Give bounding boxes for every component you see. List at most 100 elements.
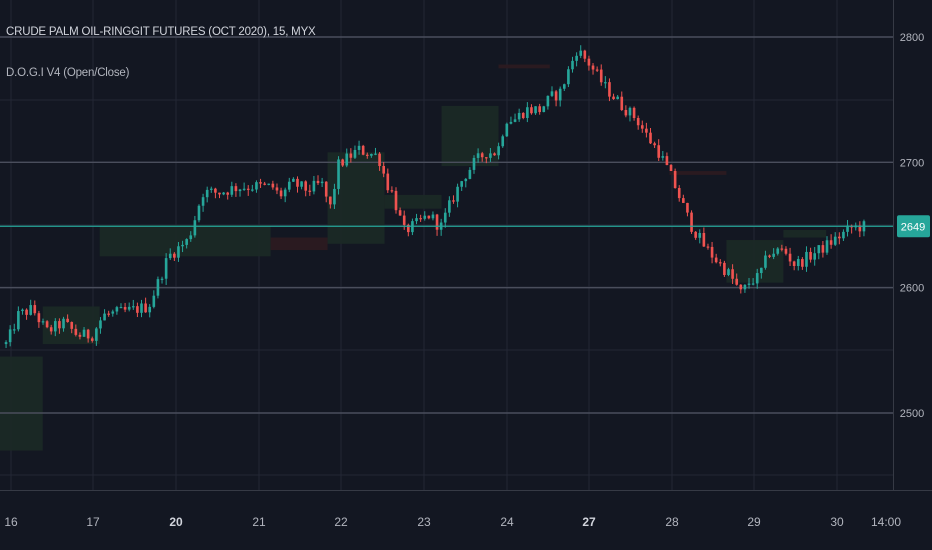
- candle-body[interactable]: [727, 269, 730, 275]
- candle-body[interactable]: [608, 82, 611, 97]
- candle-body[interactable]: [542, 106, 546, 113]
- candle-body[interactable]: [45, 321, 49, 328]
- candle-body[interactable]: [17, 311, 20, 330]
- candle-body[interactable]: [205, 189, 209, 198]
- candle-body[interactable]: [677, 188, 681, 199]
- candle-body[interactable]: [357, 145, 361, 150]
- candle-body[interactable]: [70, 322, 74, 329]
- candle-body[interactable]: [148, 306, 152, 313]
- candle-body[interactable]: [398, 210, 402, 216]
- candle-body[interactable]: [209, 188, 213, 190]
- candle-body[interactable]: [382, 166, 386, 174]
- candle-body[interactable]: [37, 313, 41, 323]
- candle-body[interactable]: [632, 107, 636, 119]
- candle-body[interactable]: [472, 157, 476, 170]
- candle-body[interactable]: [90, 338, 94, 341]
- candle-body[interactable]: [723, 262, 726, 275]
- candle-body[interactable]: [838, 236, 841, 239]
- candle-body[interactable]: [792, 261, 796, 266]
- candle-body[interactable]: [222, 192, 225, 195]
- candle-body[interactable]: [131, 306, 135, 308]
- candle-body[interactable]: [279, 190, 283, 197]
- candle-body[interactable]: [846, 225, 849, 232]
- candle-body[interactable]: [287, 181, 291, 190]
- candle-body[interactable]: [419, 218, 422, 220]
- candle-body[interactable]: [772, 253, 775, 257]
- candle-body[interactable]: [743, 284, 747, 290]
- symbol-title[interactable]: CRUDE PALM OIL-RINGGIT FUTURES (OCT 2020…: [6, 26, 316, 38]
- candle-body[interactable]: [616, 96, 619, 100]
- candle-body[interactable]: [415, 218, 418, 222]
- candle-body[interactable]: [333, 188, 336, 205]
- candle-body[interactable]: [764, 255, 767, 268]
- candle-body[interactable]: [86, 329, 90, 339]
- candle-body[interactable]: [173, 253, 176, 258]
- candle-body[interactable]: [784, 248, 788, 254]
- candle-body[interactable]: [805, 251, 808, 267]
- candle-body[interactable]: [370, 153, 373, 156]
- candle-body[interactable]: [509, 121, 513, 124]
- candle-body[interactable]: [431, 214, 435, 219]
- candle-body[interactable]: [119, 307, 123, 309]
- candle-body[interactable]: [259, 182, 262, 184]
- candle-body[interactable]: [361, 145, 365, 155]
- candle-body[interactable]: [747, 283, 751, 285]
- candle-body[interactable]: [501, 136, 505, 147]
- candle-body[interactable]: [144, 303, 147, 313]
- candle-body[interactable]: [825, 240, 829, 253]
- candle-body[interactable]: [448, 200, 451, 213]
- candle-body[interactable]: [111, 311, 115, 314]
- candle-body[interactable]: [349, 153, 353, 158]
- candle-body[interactable]: [751, 283, 755, 285]
- candle-body[interactable]: [230, 186, 234, 195]
- candle-body[interactable]: [788, 253, 792, 262]
- candle-body[interactable]: [821, 245, 825, 253]
- candle-body[interactable]: [706, 246, 710, 248]
- candle-body[interactable]: [550, 91, 554, 96]
- candle-body[interactable]: [813, 253, 817, 260]
- candle-body[interactable]: [640, 125, 644, 129]
- candle-body[interactable]: [558, 88, 562, 101]
- candle-body[interactable]: [25, 309, 28, 315]
- candle-body[interactable]: [591, 65, 595, 70]
- candle-body[interactable]: [136, 306, 139, 313]
- candle-body[interactable]: [571, 60, 574, 70]
- candle-body[interactable]: [140, 303, 143, 313]
- candle-body[interactable]: [407, 224, 410, 233]
- candle-body[interactable]: [156, 279, 160, 296]
- candle-body[interactable]: [731, 269, 734, 279]
- candle-body[interactable]: [583, 50, 587, 59]
- candle-body[interactable]: [435, 214, 439, 230]
- candle-body[interactable]: [160, 278, 164, 280]
- candle-body[interactable]: [452, 200, 455, 202]
- candle-body[interactable]: [345, 153, 349, 166]
- candle-body[interactable]: [780, 248, 784, 250]
- candle-body[interactable]: [246, 188, 250, 190]
- candles[interactable]: [4, 45, 866, 349]
- candle-body[interactable]: [682, 198, 685, 203]
- candle-body[interactable]: [546, 95, 550, 107]
- candle-body[interactable]: [686, 202, 689, 213]
- candle-body[interactable]: [308, 190, 312, 192]
- candle-body[interactable]: [657, 145, 661, 158]
- candle-body[interactable]: [718, 262, 722, 264]
- candle-body[interactable]: [164, 258, 168, 279]
- candle-body[interactable]: [526, 107, 529, 118]
- candle-body[interactable]: [4, 342, 8, 345]
- candle-body[interactable]: [517, 112, 521, 120]
- candle-body[interactable]: [82, 329, 86, 337]
- candle-body[interactable]: [378, 153, 381, 167]
- candle-body[interactable]: [271, 183, 275, 188]
- candle-body[interactable]: [443, 212, 447, 223]
- candle-body[interactable]: [49, 327, 53, 332]
- candle-body[interactable]: [275, 187, 279, 191]
- candle-body[interactable]: [304, 181, 308, 191]
- candle-body[interactable]: [817, 245, 821, 254]
- candle-body[interactable]: [341, 159, 344, 166]
- candle-body[interactable]: [390, 190, 394, 192]
- candle-body[interactable]: [193, 220, 197, 236]
- candle-body[interactable]: [255, 182, 258, 190]
- candle-body[interactable]: [197, 205, 201, 221]
- candle-body[interactable]: [427, 215, 431, 219]
